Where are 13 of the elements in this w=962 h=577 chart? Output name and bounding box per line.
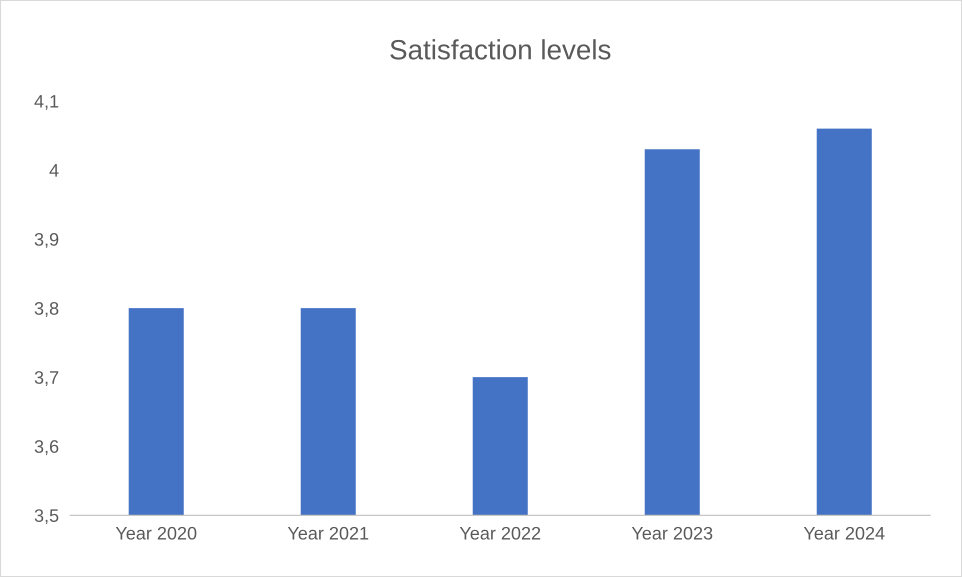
y-tick-label: 4 xyxy=(49,164,59,177)
x-tick-label: Year 2021 xyxy=(288,526,368,540)
y-tick-label: 3,6 xyxy=(34,440,58,456)
y-tick-label: 3,5 xyxy=(34,509,58,524)
y-tick-label: 3,7 xyxy=(34,371,58,386)
y-tick-label: 3,8 xyxy=(34,302,58,317)
x-tick-label: Year 2022 xyxy=(460,526,540,540)
x-tick-label: Year 2024 xyxy=(804,526,885,540)
x-tick-label: Year 2020 xyxy=(116,526,196,540)
chart-title: Satisfaction levels xyxy=(390,39,610,60)
y-tick-label: 4,1 xyxy=(34,95,58,110)
y-tick-label: 3,9 xyxy=(34,233,58,248)
x-tick-label: Year 2023 xyxy=(632,526,712,540)
